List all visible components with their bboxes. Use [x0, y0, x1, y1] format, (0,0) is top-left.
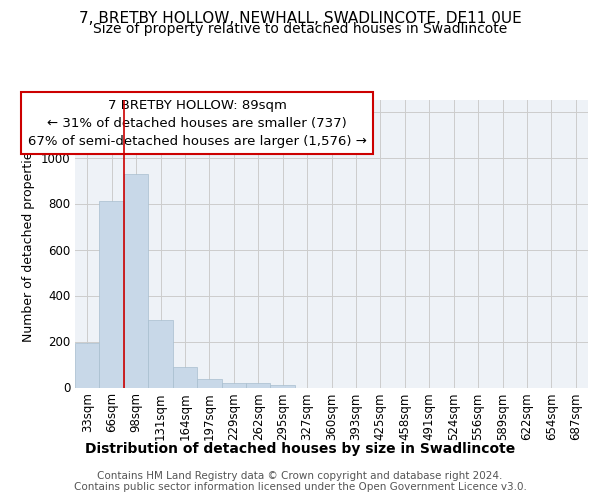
- Bar: [75, 342, 100, 388]
- Text: 7, BRETBY HOLLOW, NEWHALL, SWADLINCOTE, DE11 0UE: 7, BRETBY HOLLOW, NEWHALL, SWADLINCOTE, …: [79, 11, 521, 26]
- Bar: [246, 384, 271, 388]
- Bar: [271, 384, 295, 388]
- Bar: [100, 201, 124, 388]
- Bar: [197, 380, 221, 388]
- Bar: [148, 320, 173, 388]
- Bar: [124, 174, 148, 388]
- Text: Distribution of detached houses by size in Swadlincote: Distribution of detached houses by size …: [85, 442, 515, 456]
- Bar: [221, 383, 246, 388]
- Text: Contains HM Land Registry data © Crown copyright and database right 2024.
Contai: Contains HM Land Registry data © Crown c…: [74, 471, 526, 492]
- Bar: [173, 367, 197, 388]
- Text: Size of property relative to detached houses in Swadlincote: Size of property relative to detached ho…: [93, 22, 507, 36]
- Text: 7 BRETBY HOLLOW: 89sqm
← 31% of detached houses are smaller (737)
67% of semi-de: 7 BRETBY HOLLOW: 89sqm ← 31% of detached…: [28, 98, 367, 148]
- Y-axis label: Number of detached properties: Number of detached properties: [22, 145, 35, 342]
